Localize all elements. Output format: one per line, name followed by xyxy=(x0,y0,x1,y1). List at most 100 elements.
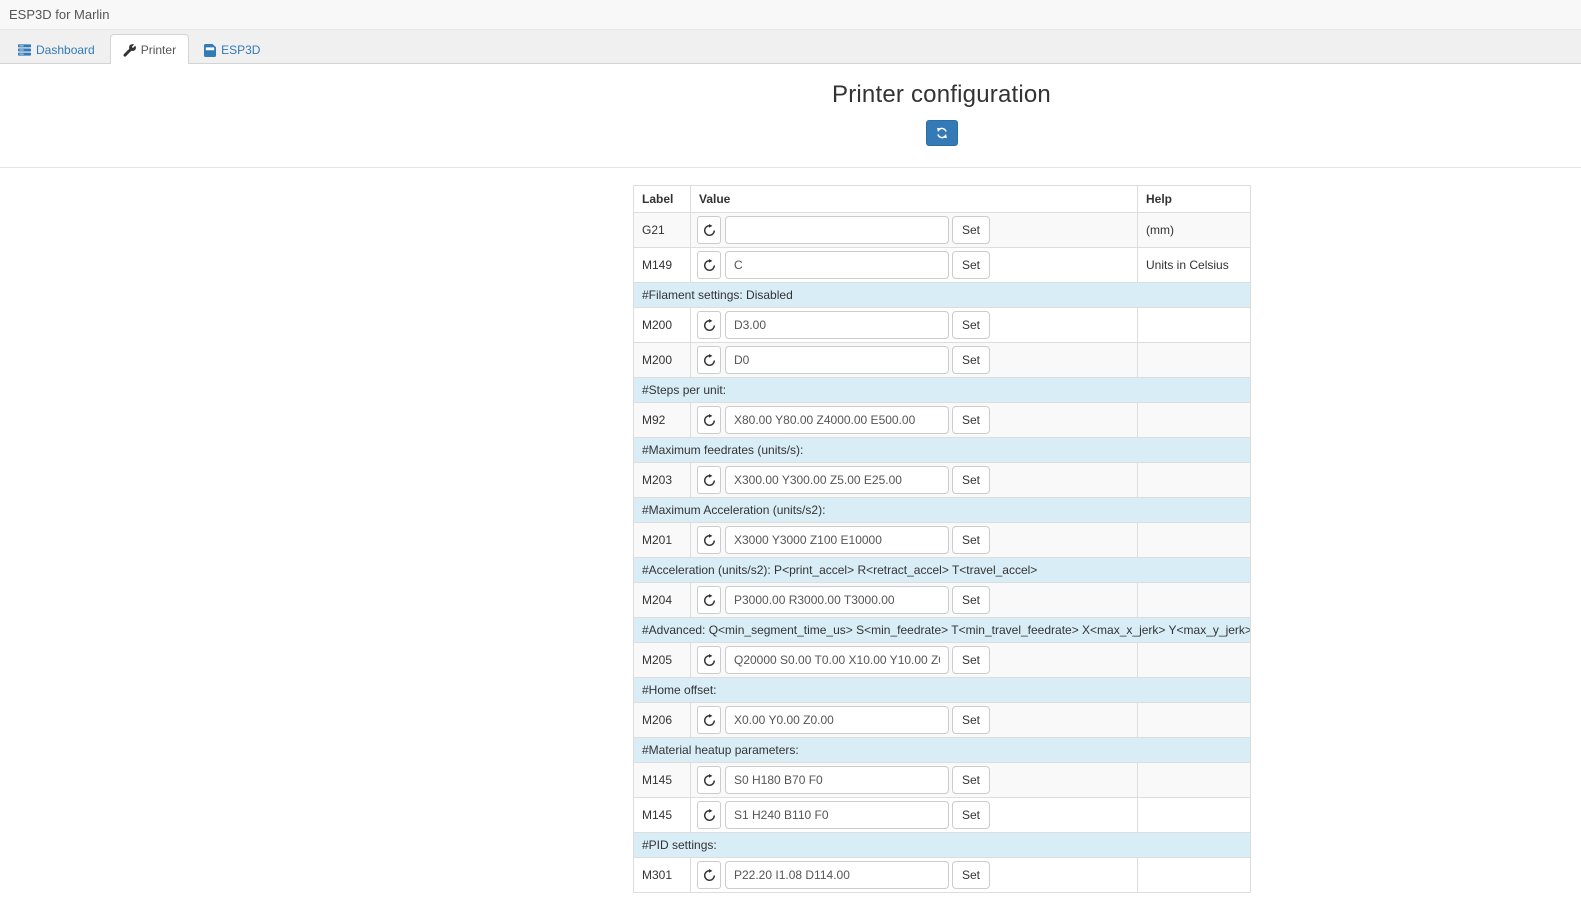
value-input[interactable] xyxy=(725,801,949,829)
table-header-row: Label Value Help xyxy=(633,185,1251,213)
row-help xyxy=(1137,762,1251,798)
row-refresh-button[interactable] xyxy=(697,216,721,244)
row-label: M149 xyxy=(633,247,691,283)
row-label: M301 xyxy=(633,857,691,893)
section-row: #PID settings: xyxy=(633,832,1251,858)
set-button[interactable]: Set xyxy=(952,216,991,244)
value-input-group: Set xyxy=(697,406,1131,434)
app-header: ESP3D for Marlin xyxy=(0,0,1581,30)
table-row: M149 Set Units in Celsius xyxy=(633,247,1251,283)
value-input[interactable] xyxy=(725,216,949,244)
row-label: M204 xyxy=(633,582,691,618)
row-refresh-button[interactable] xyxy=(697,526,721,554)
section-label: #Maximum Acceleration (units/s2): xyxy=(633,497,1251,523)
row-refresh-button[interactable] xyxy=(697,766,721,794)
row-refresh-button[interactable] xyxy=(697,586,721,614)
table-row: M92 Set xyxy=(633,402,1251,438)
set-button[interactable]: Set xyxy=(952,766,991,794)
set-button[interactable]: Set xyxy=(952,526,991,554)
column-header-value: Value xyxy=(690,185,1138,213)
refresh-icon xyxy=(703,533,716,547)
app-title: ESP3D for Marlin xyxy=(9,7,110,22)
set-button[interactable]: Set xyxy=(952,406,991,434)
row-help xyxy=(1137,462,1251,498)
value-input[interactable] xyxy=(725,861,949,889)
row-refresh-button[interactable] xyxy=(697,311,721,339)
row-refresh-button[interactable] xyxy=(697,346,721,374)
refresh-icon xyxy=(703,808,716,822)
value-input[interactable] xyxy=(725,406,949,434)
tab-esp3d[interactable]: ESP3D xyxy=(191,34,273,64)
set-button[interactable]: Set xyxy=(952,346,991,374)
tab-dashboard-label: Dashboard xyxy=(36,43,95,57)
column-header-label: Label xyxy=(633,185,691,213)
row-help xyxy=(1137,857,1251,893)
row-help xyxy=(1137,702,1251,738)
refresh-icon xyxy=(703,353,716,367)
row-refresh-button[interactable] xyxy=(697,406,721,434)
section-label: #Home offset: xyxy=(633,677,1251,703)
refresh-icon xyxy=(703,318,716,332)
row-help xyxy=(1137,307,1251,343)
row-help: (mm) xyxy=(1137,212,1251,248)
value-input[interactable] xyxy=(725,251,949,279)
set-button[interactable]: Set xyxy=(952,801,991,829)
row-refresh-button[interactable] xyxy=(697,466,721,494)
section-label: #Material heatup parameters: xyxy=(633,737,1251,763)
row-refresh-button[interactable] xyxy=(697,706,721,734)
section-label: #Acceleration (units/s2): P<print_accel>… xyxy=(633,557,1251,583)
refresh-button[interactable] xyxy=(925,120,958,146)
table-row: M200 Set xyxy=(633,342,1251,378)
row-label: M200 xyxy=(633,307,691,343)
page-title: Printer configuration xyxy=(832,81,1051,108)
refresh-icon xyxy=(703,653,716,667)
value-input[interactable] xyxy=(725,311,949,339)
column-header-help: Help xyxy=(1137,185,1251,213)
row-label: M200 xyxy=(633,342,691,378)
set-button[interactable]: Set xyxy=(952,586,991,614)
value-input[interactable] xyxy=(725,586,949,614)
wrench-icon xyxy=(123,43,136,57)
table-row: M145 Set xyxy=(633,797,1251,833)
value-input-group: Set xyxy=(697,346,1131,374)
row-refresh-button[interactable] xyxy=(697,646,721,674)
tab-bar: Dashboard Printer ESP3D xyxy=(0,30,1581,64)
section-label: #Filament settings: Disabled xyxy=(633,282,1251,308)
row-help xyxy=(1137,797,1251,833)
refresh-icon xyxy=(703,773,716,787)
value-input[interactable] xyxy=(725,646,949,674)
set-button[interactable]: Set xyxy=(952,861,991,889)
refresh-icon xyxy=(703,223,716,237)
set-button[interactable]: Set xyxy=(952,706,991,734)
tab-esp3d-label: ESP3D xyxy=(221,43,261,57)
set-button[interactable]: Set xyxy=(952,646,991,674)
section-row: #Maximum Acceleration (units/s2): xyxy=(633,497,1251,523)
row-label: M201 xyxy=(633,522,691,558)
value-input[interactable] xyxy=(725,706,949,734)
refresh-icon xyxy=(703,258,716,272)
value-input-group: Set xyxy=(697,466,1131,494)
section-label: #Maximum feedrates (units/s): xyxy=(633,437,1251,463)
refresh-icon xyxy=(703,713,716,727)
row-label: G21 xyxy=(633,212,691,248)
value-input[interactable] xyxy=(725,346,949,374)
row-help xyxy=(1137,522,1251,558)
row-label: M203 xyxy=(633,462,691,498)
tab-dashboard[interactable]: Dashboard xyxy=(5,34,108,64)
row-refresh-button[interactable] xyxy=(697,801,721,829)
tab-printer[interactable]: Printer xyxy=(109,34,190,64)
set-button[interactable]: Set xyxy=(952,311,991,339)
value-input[interactable] xyxy=(725,766,949,794)
value-input[interactable] xyxy=(725,466,949,494)
row-label: M206 xyxy=(633,702,691,738)
config-table: Label Value Help G21 Set xyxy=(633,185,1251,893)
value-input-group: Set xyxy=(697,311,1131,339)
value-input[interactable] xyxy=(725,526,949,554)
set-button[interactable]: Set xyxy=(952,466,991,494)
row-refresh-button[interactable] xyxy=(697,251,721,279)
row-refresh-button[interactable] xyxy=(697,861,721,889)
set-button[interactable]: Set xyxy=(952,251,991,279)
section-row: #Acceleration (units/s2): P<print_accel>… xyxy=(633,557,1251,583)
content-divider xyxy=(0,167,1581,168)
value-input-group: Set xyxy=(697,646,1131,674)
